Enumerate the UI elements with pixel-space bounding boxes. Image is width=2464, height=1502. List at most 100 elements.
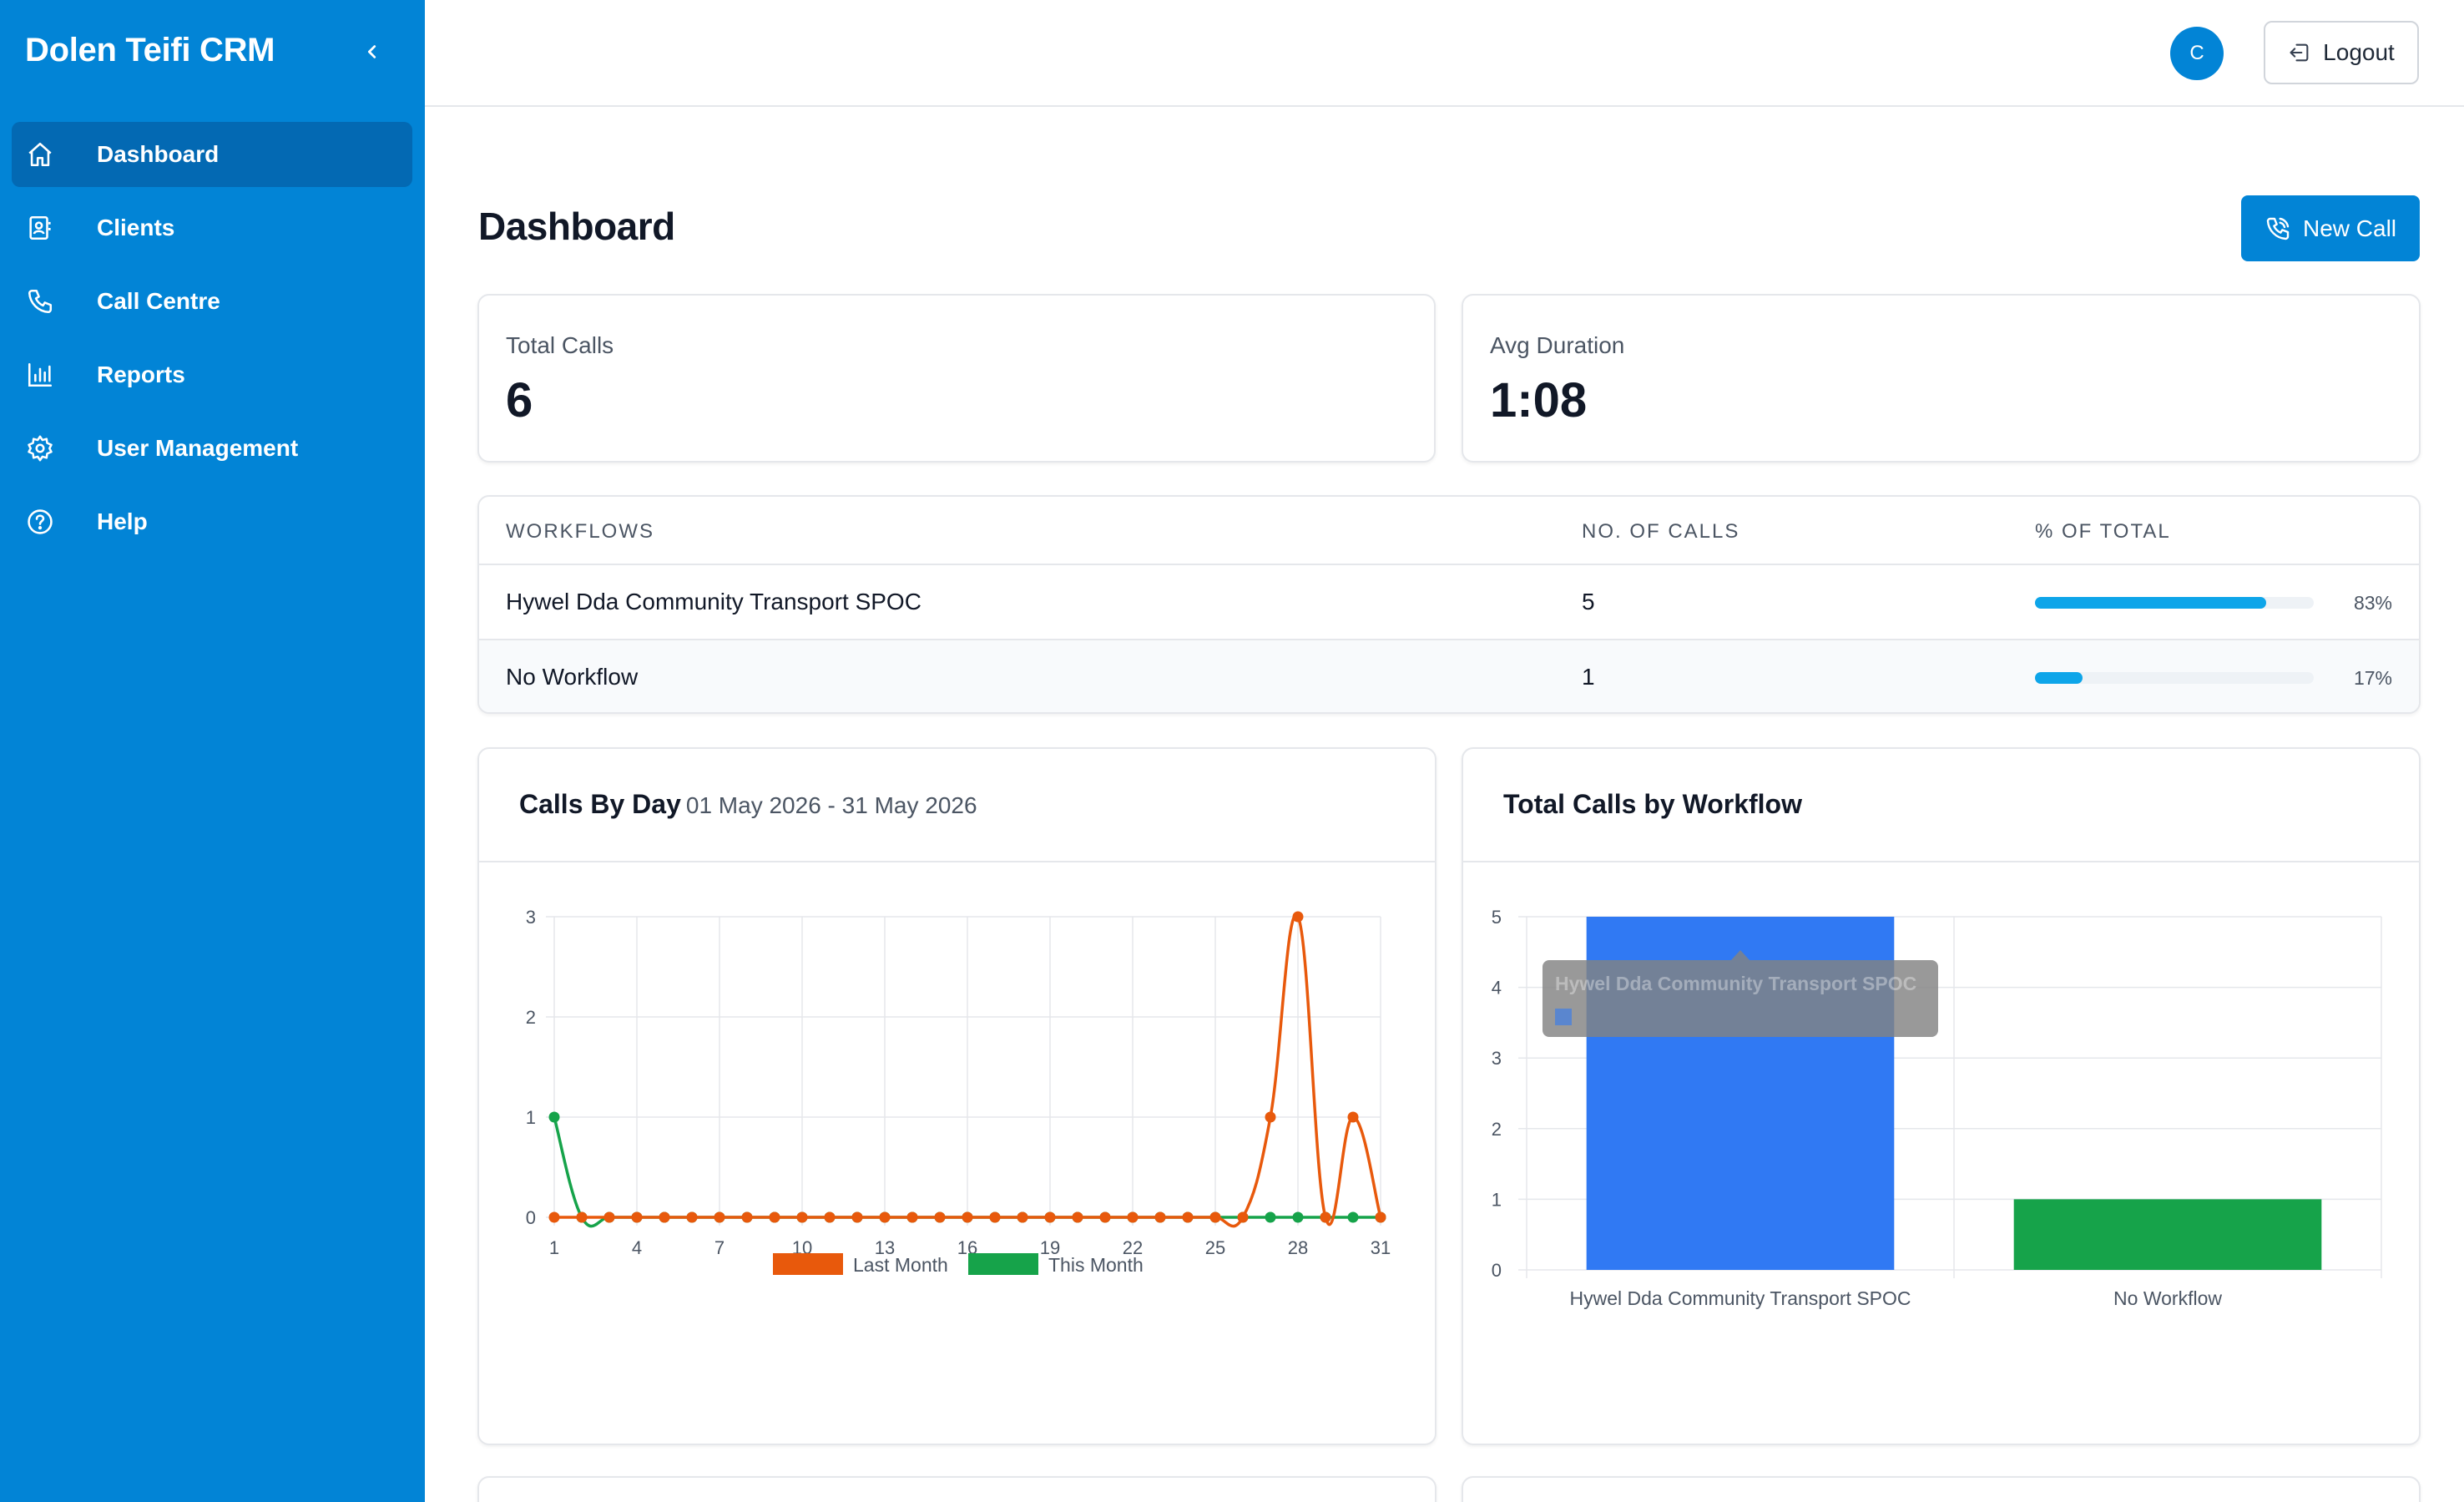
data-point	[1347, 1111, 1359, 1123]
chart-header: Calls By Day 01 May 2026 - 31 May 2026	[479, 749, 1435, 862]
phone-call-icon	[2266, 217, 2290, 240]
data-point	[659, 1211, 670, 1223]
y-tick-label: 1	[526, 1107, 536, 1128]
x-tick-label: 28	[1288, 1237, 1308, 1258]
logout-button[interactable]: Logout	[2264, 21, 2419, 84]
sidebar-item-label: Reports	[97, 362, 185, 387]
table-row: No Workflow 1 17%	[479, 639, 2419, 712]
data-point	[824, 1211, 836, 1223]
data-point	[1182, 1211, 1194, 1223]
chart-date-range: 01 May 2026 - 31 May 2026	[685, 792, 977, 818]
y-tick-label: 2	[526, 1007, 536, 1028]
sidebar-item-label: Help	[97, 508, 148, 534]
avatar[interactable]: C	[2170, 27, 2224, 80]
data-point	[934, 1211, 946, 1223]
sidebar-item-label: Clients	[97, 215, 175, 240]
data-point	[1292, 1211, 1304, 1223]
y-tick-label: 5	[1492, 907, 1502, 928]
x-tick-label: 7	[714, 1237, 725, 1258]
phone-icon	[23, 285, 57, 318]
percent-bar	[2035, 672, 2314, 684]
table-row: Hywel Dda Community Transport SPOC 5 83%	[479, 564, 2419, 639]
home-icon	[23, 138, 57, 171]
data-point	[1237, 1211, 1249, 1223]
collapse-sidebar-button[interactable]	[357, 37, 387, 67]
chart-title: Calls By Day 01 May 2026 - 31 May 2026	[519, 789, 977, 820]
data-point	[1375, 1211, 1386, 1223]
sidebar-item-dashboard[interactable]: Dashboard	[12, 122, 412, 187]
data-point	[686, 1211, 698, 1223]
workflow-name: Hywel Dda Community Transport SPOC	[506, 589, 921, 614]
x-tick-label: 31	[1371, 1237, 1391, 1258]
help-circle-icon	[23, 505, 57, 539]
contact-book-icon	[23, 211, 57, 245]
data-point	[1099, 1211, 1111, 1223]
legend-swatch	[968, 1253, 1038, 1275]
new-call-button[interactable]: New Call	[2241, 195, 2420, 261]
stat-label: Avg Duration	[1490, 332, 1625, 358]
chart-title-text: Calls By Day	[519, 789, 681, 819]
stat-card-avg-duration: Avg Duration 1:08	[1462, 294, 2421, 463]
sidebar: Dolen Teifi CRM Dashboard Clients Call C…	[0, 0, 425, 1502]
sidebar-item-clients[interactable]: Clients	[12, 195, 412, 260]
sidebar-item-call-centre[interactable]: Call Centre	[12, 269, 412, 334]
sidebar-item-help[interactable]: Help	[12, 489, 412, 554]
y-tick-label: 3	[1492, 1048, 1502, 1069]
data-point	[1320, 1211, 1331, 1223]
legend-label: Last Month	[853, 1254, 948, 1276]
x-tick-label: 22	[1123, 1237, 1143, 1258]
sidebar-item-reports[interactable]: Reports	[12, 342, 412, 407]
y-tick-label: 3	[526, 907, 536, 928]
data-point	[1127, 1211, 1139, 1223]
x-tick-label: No Workflow	[2113, 1287, 2222, 1309]
data-point	[1209, 1211, 1221, 1223]
percent-bar	[2035, 597, 2314, 609]
data-point	[796, 1211, 808, 1223]
data-point	[1017, 1211, 1028, 1223]
logout-icon	[2290, 43, 2309, 62]
data-point	[769, 1211, 780, 1223]
bar	[2013, 1199, 2322, 1270]
percent-label: 17%	[2353, 667, 2392, 689]
data-point	[1347, 1211, 1359, 1223]
x-tick-label: 1	[549, 1237, 559, 1258]
bar-chart-icon	[23, 358, 57, 392]
data-point	[1044, 1211, 1056, 1223]
data-point	[989, 1211, 1001, 1223]
page-title: Dashboard	[478, 205, 675, 248]
calls-by-day-card: Calls By Day 01 May 2026 - 31 May 2026 1 4…	[477, 747, 1436, 1445]
bottom-card-left	[477, 1476, 1436, 1502]
workflows-table: WORKFLOWS NO. OF CALLS % OF TOTAL Hywel …	[477, 495, 2421, 714]
calls-by-workflow-card: Total Calls by Workflow 0 1 2 3 4 5 Hywel Dda …	[1462, 747, 2421, 1445]
data-point	[576, 1211, 588, 1223]
tooltip-swatch	[1555, 1009, 1572, 1025]
tooltip-title: Hywel Dda Community Transport SPOC	[1555, 973, 1916, 994]
call-count: 5	[1582, 589, 1595, 614]
legend-swatch	[773, 1253, 843, 1275]
data-point	[714, 1211, 725, 1223]
x-tick-label: 25	[1205, 1237, 1225, 1258]
column-header-calls: NO. OF CALLS	[1582, 520, 1740, 543]
data-point	[548, 1211, 560, 1223]
sidebar-item-label: Call Centre	[97, 288, 220, 314]
data-point	[1292, 911, 1304, 923]
call-count: 1	[1582, 664, 1595, 690]
data-point	[962, 1211, 973, 1223]
stat-label: Total Calls	[506, 332, 614, 358]
data-point	[879, 1211, 891, 1223]
sidebar-item-user-management[interactable]: User Management	[12, 416, 412, 481]
tooltip-box	[1543, 960, 1938, 1037]
y-tick-label: 0	[526, 1207, 536, 1228]
logout-label: Logout	[2323, 39, 2395, 65]
data-point	[851, 1211, 863, 1223]
data-point	[548, 1111, 560, 1123]
brand-title: Dolen Teifi CRM	[25, 32, 275, 68]
data-point	[906, 1211, 918, 1223]
tooltip-caret	[1731, 950, 1750, 960]
x-tick-label: Hywel Dda Community Transport SPOC	[1569, 1287, 1911, 1309]
data-point	[1265, 1211, 1276, 1223]
data-point	[631, 1211, 643, 1223]
top-bar	[425, 0, 2464, 107]
data-point	[1072, 1211, 1083, 1223]
chevron-left-icon	[367, 45, 376, 58]
